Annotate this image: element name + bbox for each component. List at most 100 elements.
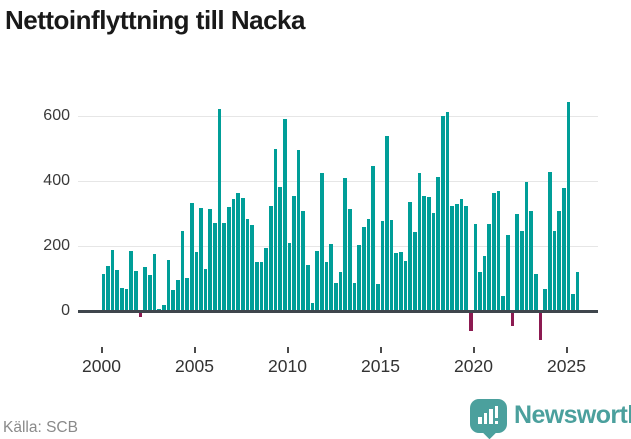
bar xyxy=(143,267,148,311)
bar xyxy=(171,290,175,311)
logo-exclamation-icon xyxy=(494,406,498,418)
bar xyxy=(245,218,250,311)
bar xyxy=(110,249,115,311)
y-gridline xyxy=(78,180,598,182)
bar-negative xyxy=(138,311,143,317)
bar xyxy=(501,296,506,311)
bar xyxy=(403,260,408,311)
bar xyxy=(259,261,264,311)
bar xyxy=(385,136,389,311)
bar xyxy=(450,206,454,311)
x-axis-line xyxy=(78,310,598,313)
bar xyxy=(217,108,222,311)
bar xyxy=(213,222,217,311)
bar xyxy=(329,244,334,311)
bar xyxy=(352,282,357,311)
bar xyxy=(148,274,152,311)
bar xyxy=(101,273,106,311)
bar xyxy=(185,277,189,311)
bar xyxy=(189,202,194,311)
y-tick-label: 400 xyxy=(43,172,70,189)
bar xyxy=(366,219,371,311)
bar xyxy=(557,210,561,311)
bar xyxy=(222,222,227,311)
bar xyxy=(543,289,547,311)
bar-negative xyxy=(538,311,543,341)
x-tick-mark xyxy=(100,347,103,353)
bar xyxy=(496,191,501,311)
bar xyxy=(180,231,185,311)
bar xyxy=(106,266,110,311)
y-gridline xyxy=(78,115,598,117)
x-tick-label: 2000 xyxy=(82,356,121,376)
x-tick-label: 2005 xyxy=(175,356,214,376)
bar xyxy=(264,247,268,311)
bar xyxy=(464,206,468,311)
bar xyxy=(287,242,292,311)
bar xyxy=(282,118,287,311)
bar xyxy=(254,261,259,311)
bar xyxy=(436,177,440,311)
bar xyxy=(227,207,231,311)
bar xyxy=(320,172,324,311)
y-tick-label: 0 xyxy=(61,302,70,319)
bar xyxy=(292,195,296,311)
bar xyxy=(343,177,347,311)
bar xyxy=(520,231,524,311)
bar xyxy=(199,207,203,311)
bar xyxy=(208,208,213,311)
bar xyxy=(152,254,157,311)
bar xyxy=(175,280,180,311)
bar xyxy=(422,195,427,311)
bar xyxy=(431,212,436,311)
bar xyxy=(129,251,134,311)
bar xyxy=(487,223,492,311)
logo-exclamation-dot xyxy=(494,420,498,424)
bar xyxy=(547,171,552,311)
bar xyxy=(524,181,529,311)
bar xyxy=(473,224,478,311)
bar xyxy=(399,251,403,311)
bar xyxy=(334,283,338,311)
x-tick-mark xyxy=(472,347,475,353)
bar xyxy=(357,245,361,311)
bar xyxy=(575,272,580,311)
bar xyxy=(459,198,464,311)
x-tick-label: 2020 xyxy=(454,356,493,376)
x-tick-label: 2010 xyxy=(268,356,307,376)
bar xyxy=(134,271,138,311)
bar xyxy=(324,262,329,311)
bar xyxy=(380,220,385,311)
bar xyxy=(492,192,496,311)
bar xyxy=(394,252,399,311)
bar xyxy=(552,231,557,311)
newsworthy-logo: Newsworthy xyxy=(470,398,631,439)
bar xyxy=(241,197,245,311)
y-gridline xyxy=(78,245,598,247)
bar xyxy=(120,287,124,311)
y-tick-label: 200 xyxy=(43,237,70,254)
logo-bar-chart-icon xyxy=(489,409,493,424)
bar xyxy=(315,251,320,311)
x-tick-label: 2025 xyxy=(547,356,586,376)
bar xyxy=(203,269,208,311)
bar xyxy=(389,220,394,311)
bar xyxy=(301,210,306,311)
bar xyxy=(478,272,482,311)
x-tick-label: 2015 xyxy=(361,356,400,376)
x-tick-mark xyxy=(193,347,196,353)
bar xyxy=(375,284,380,311)
y-tick-label: 600 xyxy=(43,107,70,124)
bar xyxy=(445,112,450,311)
bar xyxy=(408,202,413,311)
x-tick-mark xyxy=(379,347,382,353)
bar xyxy=(566,102,571,311)
bar xyxy=(371,166,375,311)
bar xyxy=(427,197,431,311)
bar xyxy=(236,192,241,311)
bar xyxy=(361,227,366,311)
bar xyxy=(250,225,254,311)
logo-bar-chart-icon xyxy=(483,413,487,424)
